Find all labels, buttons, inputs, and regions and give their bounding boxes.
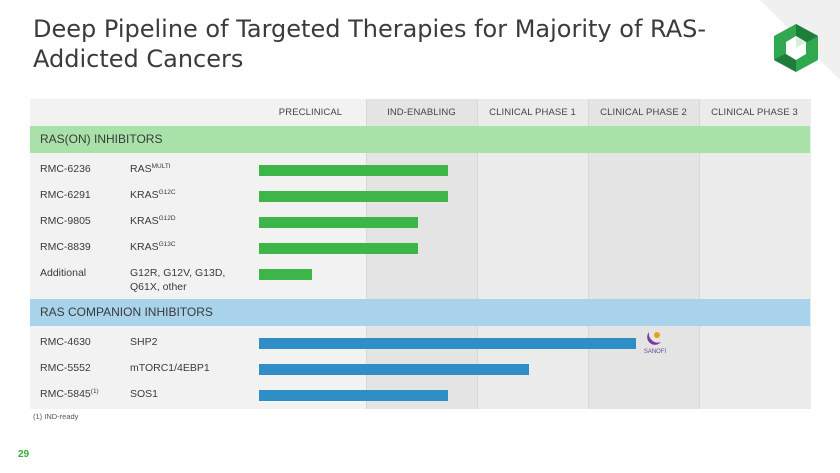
target-mutation-superscript: G12D xyxy=(158,215,176,222)
drug-name: RMC-5845(1) xyxy=(40,387,99,401)
drug-name-text: RMC-6291 xyxy=(40,189,91,201)
section-title: RAS(ON) INHIBITORS xyxy=(40,132,163,146)
program-row: RMC-5552 mTORC1/4EBP1 xyxy=(30,356,810,382)
phase-header-row: PRECLINICAL IND-ENABLING CLINICAL PHASE 1 C… xyxy=(30,99,810,126)
target-name: KRASG12D xyxy=(130,214,250,228)
target-mutation-superscript: G12C xyxy=(158,189,176,196)
section-header-band: RAS COMPANION INHIBITORS xyxy=(30,299,810,326)
progress-bar xyxy=(259,217,418,228)
target-name-text: KRAS xyxy=(130,189,159,201)
drug-name: RMC-9805 xyxy=(40,214,91,228)
page-number: 29 xyxy=(18,449,30,460)
progress-bar xyxy=(259,364,529,375)
target-name: mTORC1/4EBP1 xyxy=(130,361,250,375)
program-row: RMC-5845(1) SOS1 xyxy=(30,382,810,408)
phase-header-label: CLINICAL PHASE 2 xyxy=(600,107,687,118)
program-row: RMC-9805 KRASG12D xyxy=(30,209,810,235)
drug-name-text: RMC-4630 xyxy=(40,336,91,348)
progress-bar xyxy=(259,390,448,401)
program-row: RMC-8839 KRASG13C xyxy=(30,235,810,261)
progress-bar xyxy=(259,243,418,254)
target-name-text: SHP2 xyxy=(130,336,158,348)
drug-name-text: RMC-5845 xyxy=(40,388,91,400)
drug-name: RMC-8839 xyxy=(40,240,91,254)
target-mutation-superscript: G13C xyxy=(158,241,176,248)
target-name-text: mTORC1/4EBP1 xyxy=(130,362,210,374)
drug-name-text: RMC-8839 xyxy=(40,241,91,253)
drug-name-text: RMC-5552 xyxy=(40,362,91,374)
program-row: RMC-4630 SHP2 SANOFI xyxy=(30,330,810,356)
phase-header-label: PRECLINICAL xyxy=(278,107,343,118)
program-row: RMC-6236 RASMULTI xyxy=(30,157,810,183)
drug-name-text: Additional xyxy=(40,267,87,279)
partner-logo-icon: SANOFI xyxy=(644,332,667,355)
partner-name: SANOFI xyxy=(644,349,667,355)
target-name: SOS1 xyxy=(130,387,250,401)
drug-name: RMC-6291 xyxy=(40,188,91,202)
footnote: (1) IND-ready xyxy=(33,412,79,421)
target-mutation-superscript: MULTI xyxy=(151,163,171,170)
target-name-text: G12R, G12V, G13D, Q61X, other xyxy=(130,267,226,293)
progress-bar xyxy=(259,269,312,280)
drug-name: RMC-6236 xyxy=(40,162,91,176)
target-name: KRASG12C xyxy=(130,188,250,202)
target-name: KRASG13C xyxy=(130,240,250,254)
target-name: RASMULTI xyxy=(130,162,250,176)
program-row: RMC-6291 KRASG12C xyxy=(30,183,810,209)
target-name-text: KRAS xyxy=(130,241,159,253)
section-header-band: RAS(ON) INHIBITORS xyxy=(30,126,810,153)
phase-header-label: CLINICAL PHASE 3 xyxy=(711,107,798,118)
progress-bar xyxy=(259,165,448,176)
drug-name: Additional xyxy=(40,266,86,280)
phase-header-label: CLINICAL PHASE 1 xyxy=(489,107,576,118)
slide-title: Deep Pipeline of Targeted Therapies for … xyxy=(33,15,707,73)
target-name-text: KRAS xyxy=(130,215,159,227)
target-name: SHP2 xyxy=(130,335,250,349)
drug-name-text: RMC-6236 xyxy=(40,163,91,175)
program-row: Additional G12R, G12V, G13D, Q61X, other xyxy=(30,261,810,295)
drug-name: RMC-4630 xyxy=(40,335,91,349)
drug-footnote-marker: (1) xyxy=(90,388,99,395)
pipeline-table: PRECLINICAL IND-ENABLING CLINICAL PHASE 1 C… xyxy=(30,99,811,409)
target-name-text: RAS xyxy=(130,163,152,175)
drug-name: RMC-5552 xyxy=(40,361,91,375)
phase-header-label: IND-ENABLING xyxy=(387,107,456,118)
drug-name-text: RMC-9805 xyxy=(40,215,91,227)
section-title: RAS COMPANION INHIBITORS xyxy=(40,305,213,319)
progress-bar xyxy=(259,191,448,202)
target-name-text: SOS1 xyxy=(130,388,159,400)
company-logo-icon xyxy=(774,24,818,72)
progress-bar xyxy=(259,338,636,349)
target-name: G12R, G12V, G13D, Q61X, other xyxy=(130,266,250,294)
